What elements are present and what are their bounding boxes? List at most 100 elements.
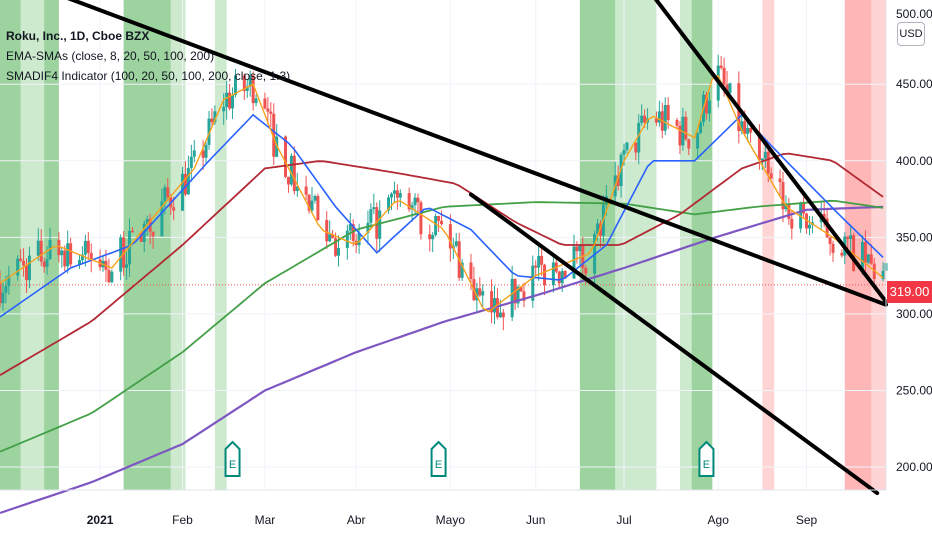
earnings-icon	[698, 440, 715, 477]
candle-body	[398, 193, 402, 198]
candle-body	[36, 240, 40, 256]
candle-body	[292, 155, 296, 192]
earnings-label: E	[703, 459, 710, 471]
candle-body	[145, 219, 149, 224]
candle-body	[849, 235, 853, 240]
earnings-icon	[430, 440, 447, 477]
x-axis[interactable]: 2021 Feb Mar Abr Mayo Jun Jul Ago Sep	[87, 513, 818, 527]
candle-body	[248, 75, 252, 87]
candle-body	[128, 230, 132, 265]
y-axis[interactable]: 200.00 250.00 300.00 350.00 400.00 450.00 500.…	[896, 7, 932, 474]
candle-body	[266, 108, 270, 112]
candle-body	[766, 151, 770, 174]
candle-body	[728, 83, 732, 93]
candle-body	[328, 234, 332, 242]
x-tick-label: Jul	[616, 513, 631, 527]
candle-body	[454, 241, 458, 246]
candle-body	[337, 247, 341, 256]
candle-body	[846, 236, 850, 240]
shaded-zone	[20, 0, 45, 490]
candle-body	[781, 182, 785, 210]
x-tick-label: Mayo	[436, 513, 466, 527]
candle-body	[805, 213, 809, 229]
candle-body	[210, 118, 214, 123]
candle-body	[666, 105, 670, 121]
candle-body	[225, 92, 229, 108]
candle-body	[807, 224, 811, 229]
candle-body	[345, 230, 349, 248]
candle-body	[431, 235, 435, 240]
candle-body	[57, 239, 61, 256]
candle-body	[469, 262, 473, 280]
candle-body	[366, 222, 370, 233]
candle-body	[495, 298, 499, 318]
candle-body	[207, 118, 211, 145]
candle-body	[699, 121, 703, 133]
candle-body	[307, 194, 311, 211]
candle-body	[204, 144, 208, 158]
candle-body	[622, 150, 626, 155]
candle-body	[166, 187, 170, 198]
candle-body	[643, 115, 647, 123]
shaded-zone	[762, 0, 775, 490]
candle-body	[657, 111, 661, 123]
candle-body	[498, 312, 502, 318]
symbol-title[interactable]: Roku, Inc., 1D, Cboe BZX	[6, 29, 150, 43]
candle-body	[16, 258, 20, 276]
candle-body	[743, 121, 747, 134]
candle-body	[410, 205, 414, 210]
candle-body	[4, 286, 8, 293]
candle-body	[684, 116, 688, 140]
candle-body	[434, 215, 438, 236]
earnings-icon	[224, 440, 241, 477]
y-tick-label: 350.00	[896, 230, 932, 244]
candle-body	[428, 234, 432, 240]
candle-body	[516, 286, 520, 304]
currency-button[interactable]: USD	[897, 22, 925, 46]
moving-average-lines	[0, 74, 884, 515]
candle-body	[372, 207, 376, 210]
shaded-zone	[844, 0, 872, 490]
candle-body	[351, 224, 355, 241]
candle-body	[749, 127, 753, 133]
candle-body	[687, 139, 691, 149]
candle-body	[478, 288, 482, 296]
candle-body	[440, 220, 444, 225]
candle-body	[60, 250, 64, 256]
shaded-zone	[679, 0, 692, 490]
earnings-label: E	[435, 459, 442, 471]
candle-body	[231, 95, 235, 109]
candle-body	[416, 197, 420, 203]
candle-body	[719, 65, 723, 68]
candle-body	[201, 150, 205, 158]
candle-body	[831, 243, 835, 253]
candle-body	[325, 219, 329, 242]
indicator-ema-smas[interactable]: EMA-SMAs (close, 8, 20, 50, 100, 200)	[6, 49, 215, 63]
candle-body	[531, 265, 535, 301]
candle-body	[490, 291, 494, 313]
candle-body	[378, 210, 382, 239]
candle-body	[233, 75, 237, 96]
candle-body	[563, 270, 567, 279]
candle-body	[130, 230, 134, 233]
candle-body	[83, 240, 87, 255]
earnings-marker: E	[224, 440, 241, 477]
candle-body	[822, 213, 826, 219]
trendlines[interactable]	[65, 0, 888, 496]
candle-body	[119, 237, 123, 272]
candle-body	[0, 283, 2, 304]
indicator-smadif4[interactable]: SMADIF4 Indicator (100, 20, 50, 100, 200…	[6, 69, 291, 83]
candle-body	[316, 196, 320, 220]
candle-body	[413, 197, 417, 206]
shaded-zone	[170, 0, 186, 490]
candle-body	[675, 120, 679, 126]
x-tick-label: Mar	[255, 513, 276, 527]
candle-body	[481, 291, 485, 296]
last-price-tag: 319.00	[887, 281, 932, 303]
candle-body	[331, 234, 335, 239]
candle-body	[596, 223, 600, 235]
candle-body	[778, 178, 782, 183]
candle-body	[460, 262, 464, 278]
